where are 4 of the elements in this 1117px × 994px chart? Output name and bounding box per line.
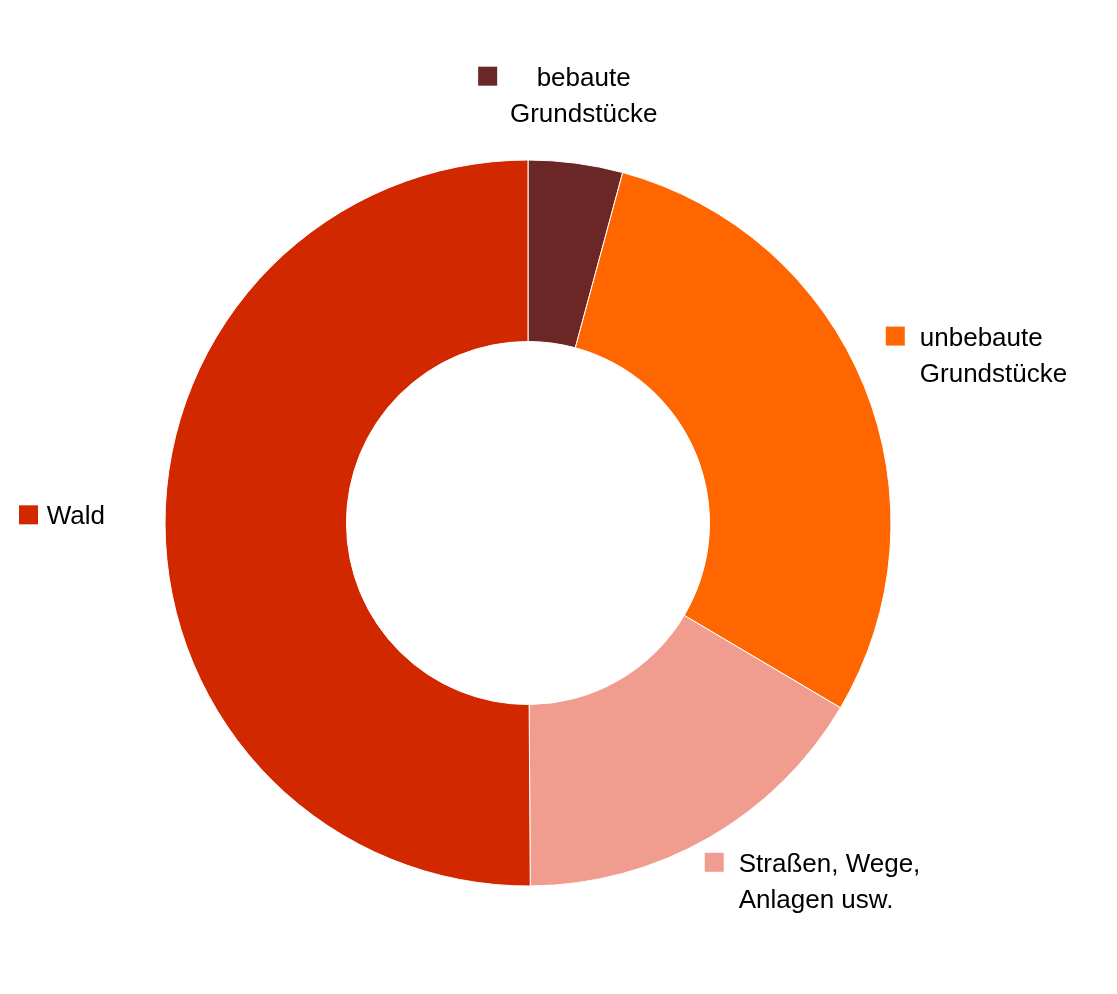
legend-label: unbebaute Grundstücke (919, 321, 1068, 388)
legend-label: Straßen, Wege, Anlagen usw. (738, 847, 921, 914)
legend-label: bebaute Grundstücke (509, 61, 658, 128)
legend-label: Wald (46, 500, 105, 531)
